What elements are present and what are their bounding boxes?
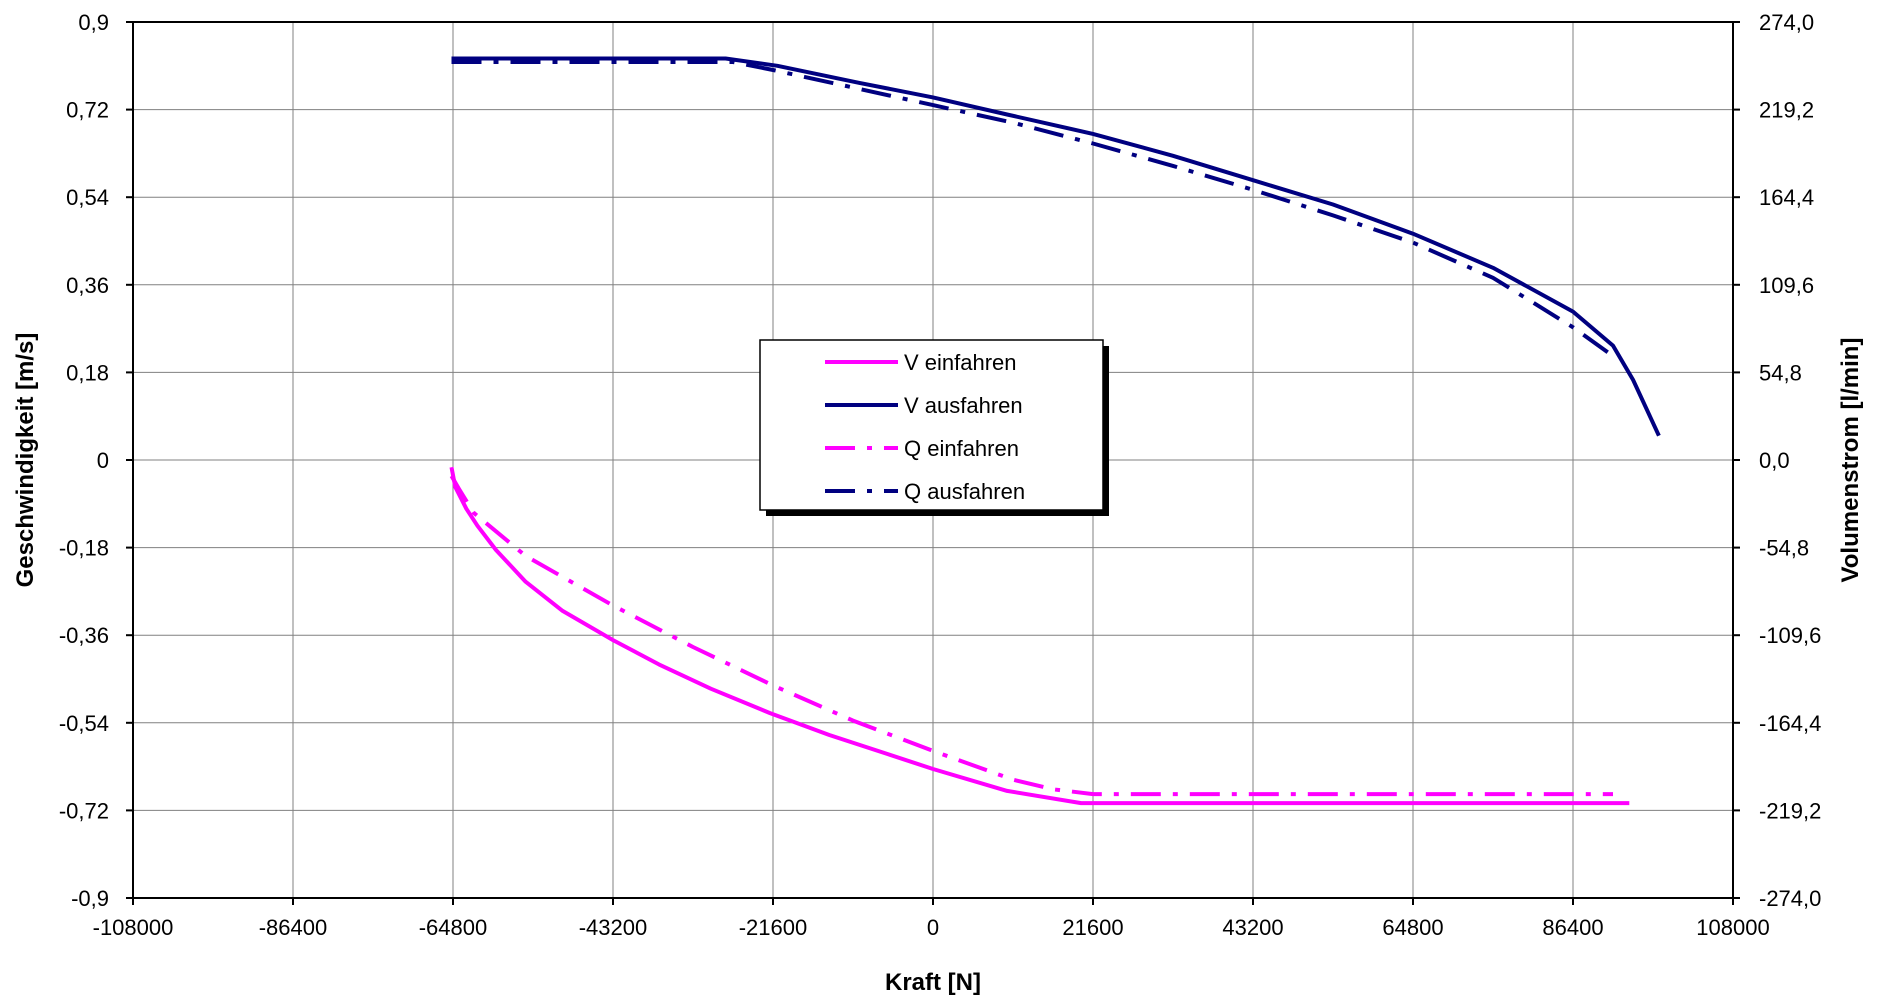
series-line-2	[449, 474, 1613, 797]
x-tick-label: -86400	[259, 915, 328, 940]
legend-entry-label: V ausfahren	[904, 393, 1023, 418]
x-tick-label: 43200	[1222, 915, 1283, 940]
y-tick-label: -0,18	[59, 536, 109, 561]
series-line-0	[449, 466, 1630, 806]
y-tick-label: 0,36	[66, 273, 109, 298]
y2-tick-label: -274,0	[1759, 886, 1821, 911]
y2-tick-label: -219,2	[1759, 798, 1821, 823]
series-line-3	[451, 60, 1615, 358]
x-tick-label: -108000	[93, 915, 174, 940]
legend: V einfahren V ausfahren Q einfahren Q ausfa…	[759, 339, 1109, 516]
y-tick-label: 0,54	[66, 185, 109, 210]
y2-tick-label: -164,4	[1759, 711, 1821, 736]
x-axis-title: Kraft [N]	[885, 969, 981, 996]
legend-entry-label: Q ausfahren	[904, 479, 1025, 504]
y2-tick-label: -54,8	[1759, 536, 1809, 561]
y2-tick-label: -109,6	[1759, 623, 1821, 648]
series-layer	[449, 56, 1661, 806]
legend-entry-label: Q einfahren	[904, 436, 1019, 461]
y2-tick-label: 164,4	[1759, 185, 1814, 210]
x-tick-label: 86400	[1542, 915, 1603, 940]
x-tick-label: -64800	[419, 915, 488, 940]
y-tick-label: 0,9	[78, 10, 109, 35]
y2-tick-label: 274,0	[1759, 10, 1814, 35]
y-axis-title: Geschwindigkeit [m/s]	[12, 333, 39, 588]
x-tick-label: 21600	[1062, 915, 1123, 940]
y2-tick-label: 54,8	[1759, 360, 1802, 385]
series-line-1	[451, 56, 1661, 437]
y-tick-label: 0,72	[66, 98, 109, 123]
y2-axis-title: Volumenstrom [l/min]	[1837, 338, 1864, 583]
y2-axis-ticks: 274,0 219,2 164,4 109,6 54,8 0,0 -54,8 -109,6 -1…	[1733, 10, 1821, 911]
x-tick-label: 0	[927, 915, 939, 940]
y-tick-label: -0,36	[59, 623, 109, 648]
y-tick-label: -0,54	[59, 711, 109, 736]
x-axis-ticks: -108000 -86400 -64800 -43200 -21600 0 21600 432…	[93, 898, 1770, 940]
y-tick-label: -0,9	[71, 886, 109, 911]
x-tick-label: 108000	[1696, 915, 1769, 940]
legend-box	[759, 339, 1104, 511]
x-tick-label: 64800	[1382, 915, 1443, 940]
y-tick-label: -0,72	[59, 798, 109, 823]
legend-entry-label: V einfahren	[904, 350, 1017, 375]
x-tick-label: -43200	[579, 915, 648, 940]
y-tick-label: 0	[97, 448, 109, 473]
y2-tick-label: 219,2	[1759, 98, 1814, 123]
y-tick-label: 0,18	[66, 360, 109, 385]
y-axis-ticks: 0,9 0,72 0,54 0,36 0,18 0 -0,18 -0,36 -0,54 -0,72…	[59, 10, 133, 911]
x-tick-label: -21600	[739, 915, 808, 940]
y2-tick-label: 109,6	[1759, 273, 1814, 298]
y2-tick-label: 0,0	[1759, 448, 1790, 473]
